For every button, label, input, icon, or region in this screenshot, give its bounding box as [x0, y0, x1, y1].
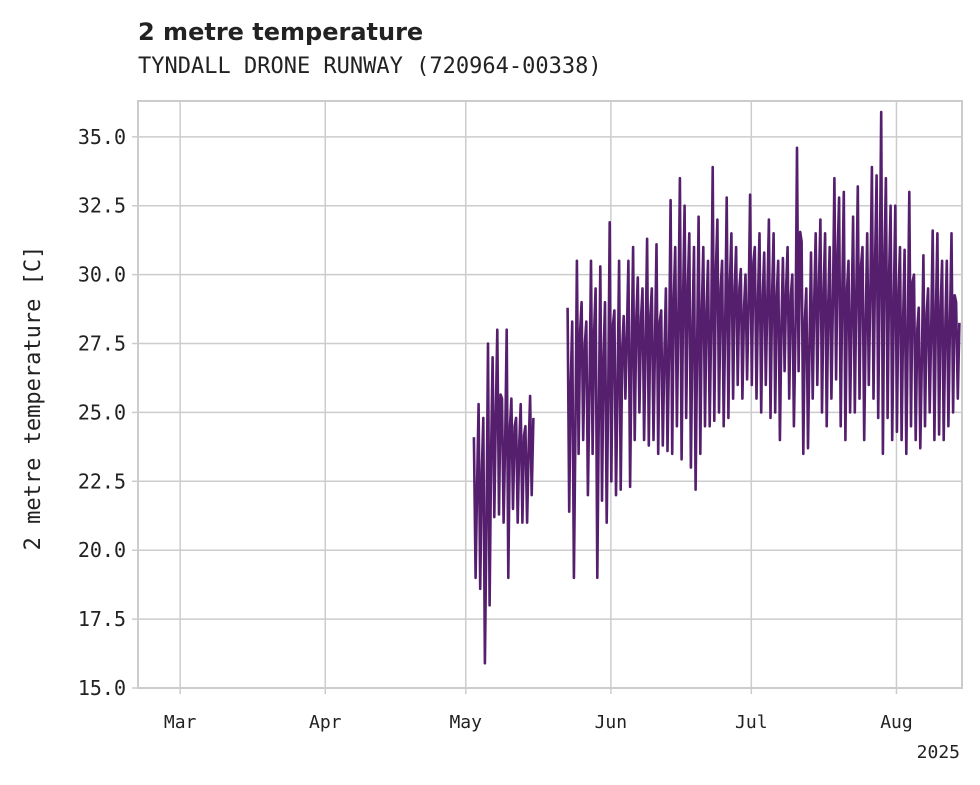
- y-axis: 15.0 17.5 20.0 22.5 25.0 27.5 30.0 32.5 35.0: [78, 125, 138, 700]
- y-tick-label: 32.5: [78, 194, 126, 218]
- y-tick-label: 20.0: [78, 538, 126, 562]
- x-tick-label: Aug: [880, 712, 913, 733]
- grid-lines: [138, 101, 962, 689]
- y-tick-label: 22.5: [78, 469, 126, 493]
- x-axis: Mar Apr May Jun Jul Aug: [164, 688, 913, 733]
- plot-frame: [137, 100, 963, 689]
- y-axis-label: 2 metre temperature [C]: [21, 246, 46, 551]
- x-tick-label: Jul: [735, 712, 768, 733]
- x-tick-label: May: [449, 712, 482, 733]
- chart-title: 2 metre temperature: [138, 18, 423, 46]
- x-axis-offset-label: 2025: [917, 742, 960, 763]
- chart-subtitle: TYNDALL DRONE RUNWAY (720964-00338): [138, 54, 602, 79]
- data-series: [472, 110, 961, 665]
- y-tick-label: 25.0: [78, 400, 126, 424]
- y-tick-label: 27.5: [78, 332, 126, 356]
- y-tick-label: 30.0: [78, 263, 126, 287]
- x-tick-label: Apr: [309, 712, 342, 733]
- y-tick-label: 35.0: [78, 125, 126, 149]
- y-tick-label: 17.5: [78, 607, 126, 631]
- y-tick-label: 15.0: [78, 676, 126, 700]
- x-tick-label: Jun: [595, 712, 628, 733]
- series-line: [472, 110, 961, 665]
- x-tick-label: Mar: [164, 712, 197, 733]
